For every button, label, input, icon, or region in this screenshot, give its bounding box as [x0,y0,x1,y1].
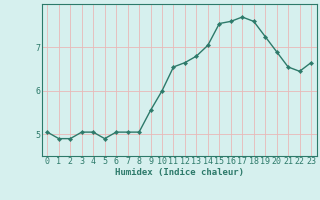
X-axis label: Humidex (Indice chaleur): Humidex (Indice chaleur) [115,168,244,177]
